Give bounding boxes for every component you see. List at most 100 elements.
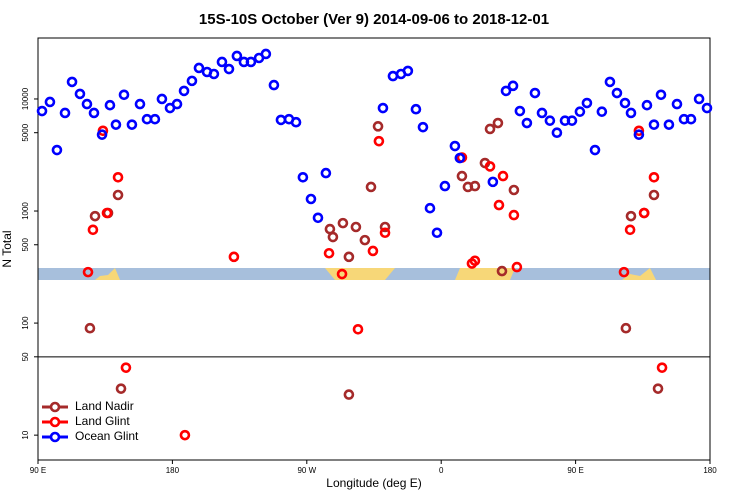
point <box>454 152 466 164</box>
point <box>618 266 630 278</box>
x-tick-label: 0 <box>439 466 444 475</box>
point <box>178 85 190 97</box>
point <box>648 119 660 130</box>
point <box>589 144 601 156</box>
point <box>101 207 113 219</box>
point <box>228 251 240 263</box>
point <box>290 116 302 128</box>
point <box>581 97 593 109</box>
point <box>44 96 56 108</box>
point <box>104 99 116 111</box>
y-tick-label: 10000 <box>21 87 30 110</box>
y-tick-label: 10 <box>21 430 30 439</box>
point <box>320 167 332 179</box>
point <box>511 261 523 273</box>
series <box>84 117 664 400</box>
point <box>268 79 280 91</box>
point <box>514 105 526 117</box>
point <box>663 119 675 130</box>
x-axis-label: Longitude (deg E) <box>326 476 421 490</box>
point <box>82 266 94 278</box>
point <box>566 115 578 126</box>
point <box>74 88 86 100</box>
point <box>625 107 637 119</box>
point <box>508 209 520 221</box>
point <box>379 221 391 233</box>
point <box>367 245 379 257</box>
point <box>625 210 637 222</box>
point <box>417 121 429 133</box>
point <box>115 383 127 394</box>
point <box>633 125 645 137</box>
point <box>305 193 317 205</box>
point <box>529 87 541 99</box>
point <box>536 107 548 119</box>
point <box>81 98 93 110</box>
point <box>373 135 385 147</box>
point <box>551 127 563 138</box>
point <box>343 389 355 400</box>
point <box>350 221 362 233</box>
series <box>36 48 713 239</box>
point <box>648 189 660 201</box>
point <box>487 176 499 188</box>
point <box>337 217 349 229</box>
point <box>359 234 371 246</box>
legend-label: Land Nadir <box>75 399 134 413</box>
point <box>497 170 509 182</box>
point <box>544 115 556 126</box>
point <box>484 161 496 172</box>
point <box>51 144 63 156</box>
point <box>223 63 235 75</box>
point <box>655 89 667 101</box>
point <box>59 107 71 119</box>
point <box>685 113 697 125</box>
x-tick-label: 90 E <box>567 466 583 475</box>
point <box>231 50 243 62</box>
point <box>365 181 377 193</box>
point <box>638 207 650 219</box>
point <box>641 99 653 111</box>
point <box>439 180 451 192</box>
point <box>671 98 683 110</box>
point <box>624 224 636 236</box>
point <box>118 89 130 101</box>
point <box>648 171 660 183</box>
point <box>89 210 101 222</box>
point <box>343 251 355 263</box>
point <box>110 119 122 130</box>
point <box>508 184 520 196</box>
point <box>171 98 183 110</box>
legend-label: Land Glint <box>75 414 130 428</box>
legend-marker <box>49 416 61 428</box>
point <box>336 268 348 280</box>
x-tick-label: 180 <box>703 466 717 475</box>
x-tick-label: 90 W <box>297 466 316 475</box>
y-tick-label: 1000 <box>21 202 30 220</box>
point <box>186 75 198 87</box>
point <box>619 97 631 109</box>
x-tick-label: 180 <box>166 466 180 475</box>
point <box>275 114 287 126</box>
point <box>493 199 505 211</box>
point <box>36 105 48 117</box>
point <box>492 117 504 129</box>
y-tick-label: 100 <box>21 316 30 330</box>
point <box>156 93 168 105</box>
point <box>484 123 496 135</box>
point <box>469 255 481 267</box>
point <box>574 106 586 117</box>
point <box>96 129 108 140</box>
point <box>134 98 146 110</box>
point <box>216 56 228 68</box>
point <box>112 171 124 183</box>
point <box>431 227 443 239</box>
x-tick-label: 90 E <box>30 466 46 475</box>
point <box>521 117 533 129</box>
point <box>352 324 364 335</box>
point <box>312 212 324 224</box>
point <box>596 106 608 117</box>
point <box>323 247 335 259</box>
